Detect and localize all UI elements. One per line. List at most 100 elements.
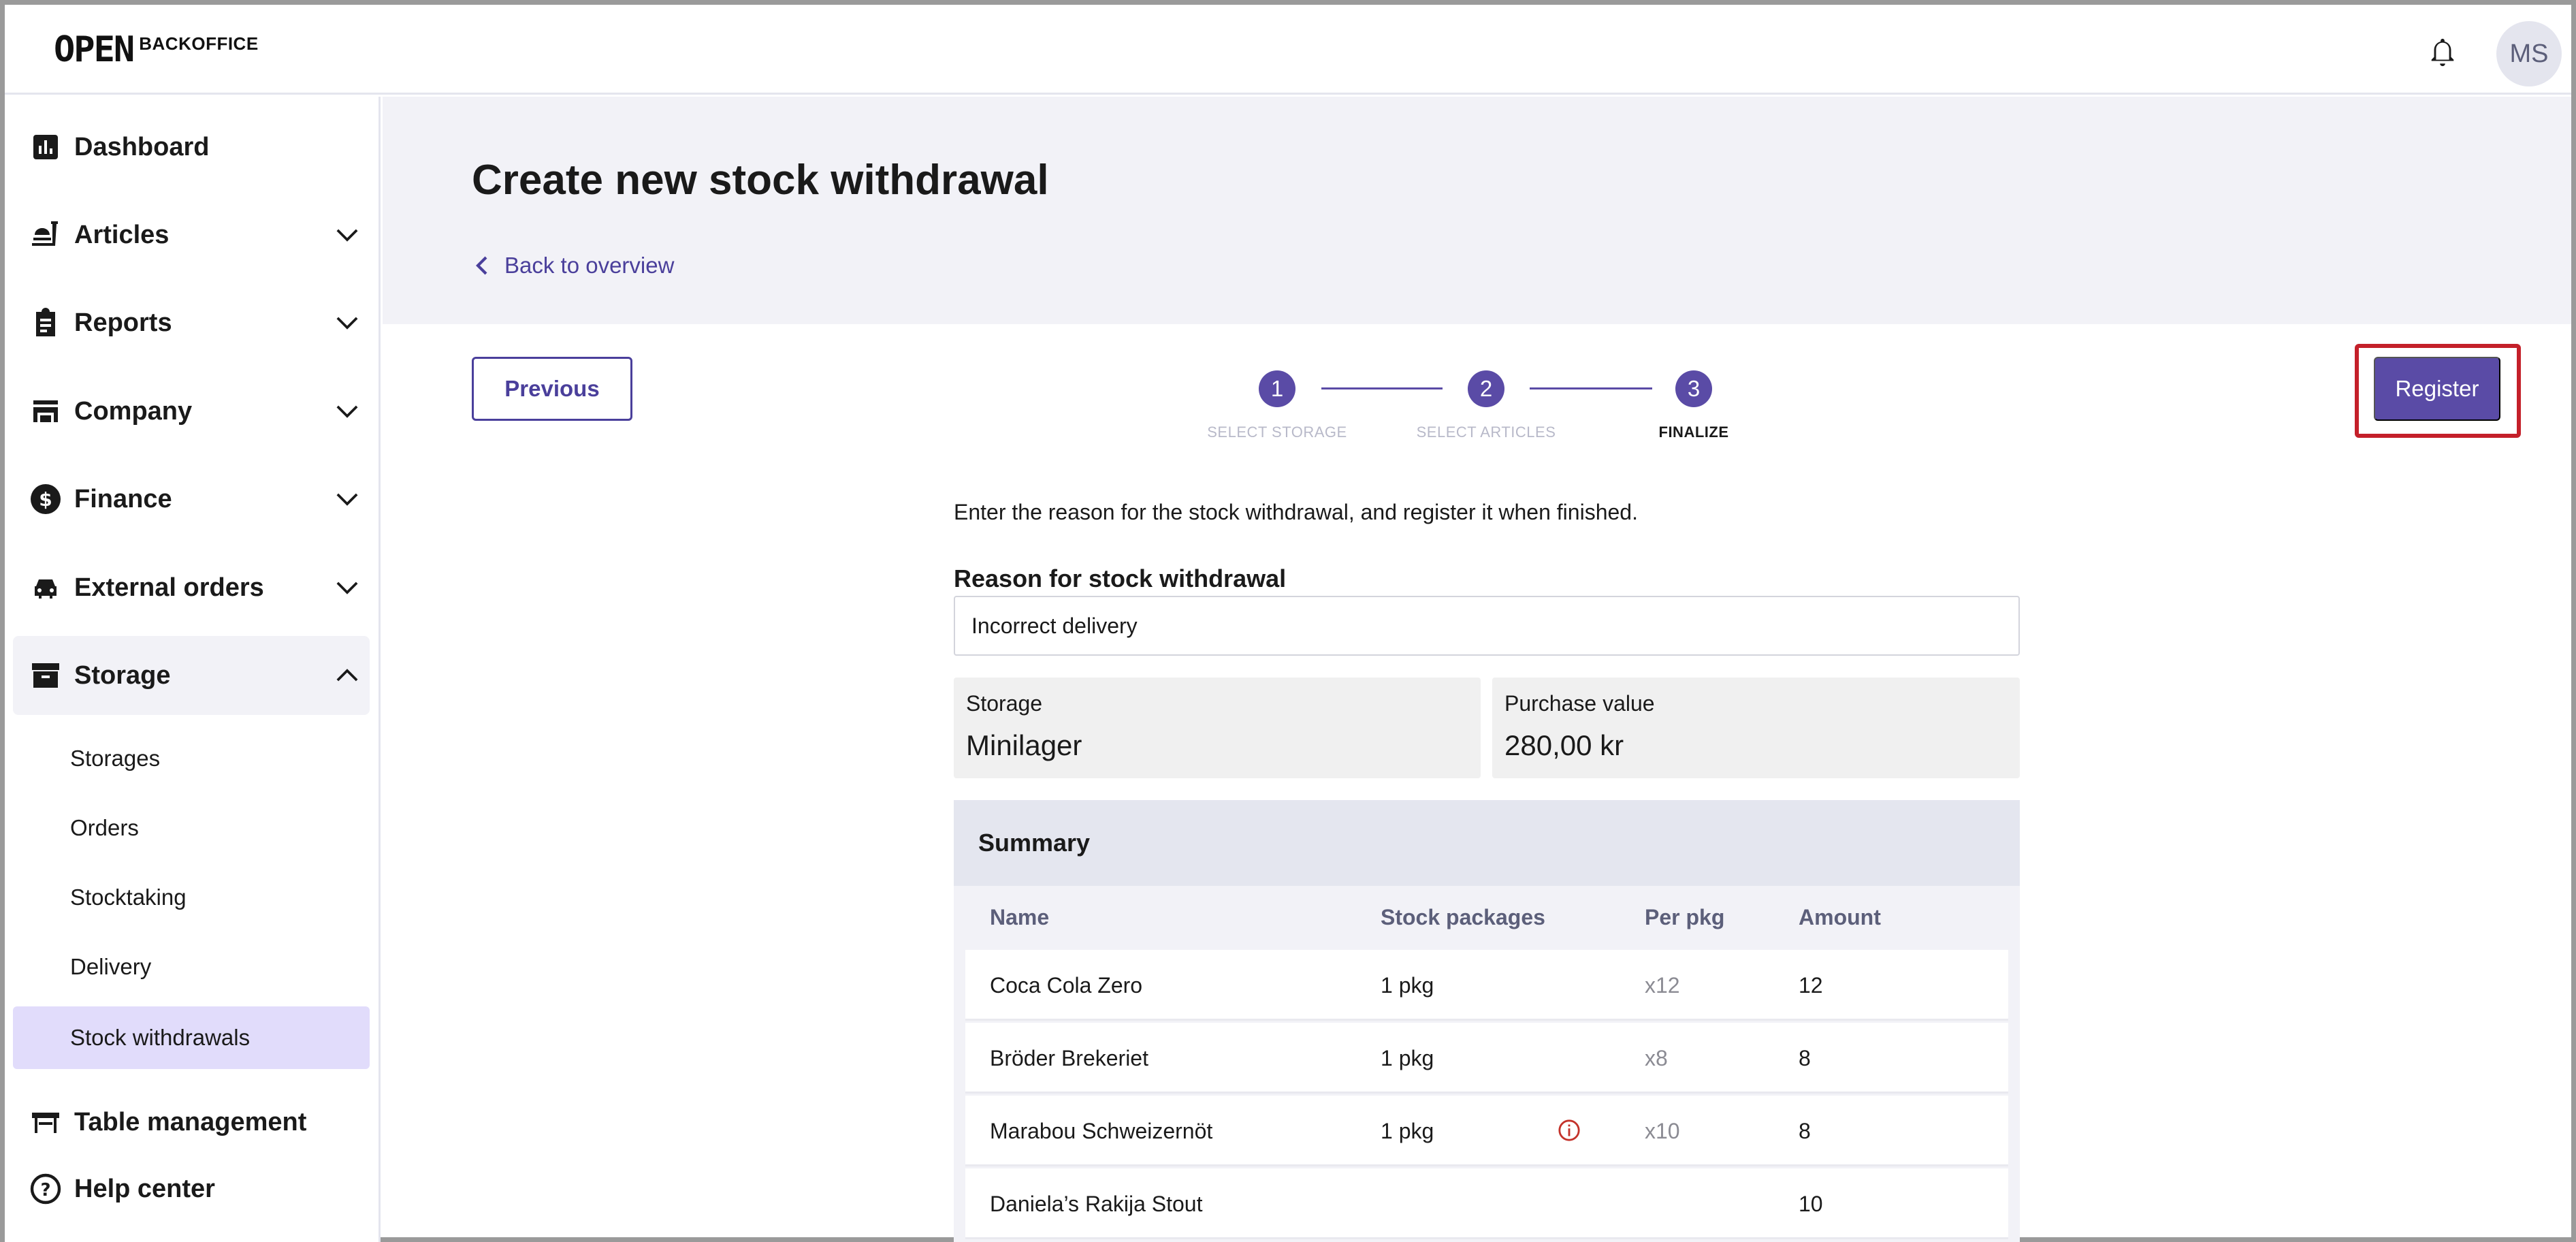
row-amount: 12 bbox=[1799, 973, 1823, 998]
register-highlight-box bbox=[2355, 344, 2521, 438]
column-header-stock-packages: Stock packages bbox=[1381, 905, 1545, 929]
column-header-name: Name bbox=[990, 905, 1050, 929]
car-icon bbox=[35, 579, 57, 599]
sidebar-item-label: Table management bbox=[74, 1107, 307, 1136]
sidebar-subitem-stock-withdrawals[interactable]: Stock withdrawals bbox=[13, 1006, 370, 1069]
summary-panel: Summary bbox=[954, 800, 2020, 1242]
chevron-left-icon bbox=[476, 256, 487, 275]
summary-header: Summary bbox=[954, 800, 2020, 886]
warning-icon[interactable] bbox=[1558, 1119, 1581, 1142]
step-connector bbox=[1321, 387, 1443, 389]
sidebar-item-finance[interactable]: $ Finance bbox=[13, 460, 370, 539]
row-amount: 8 bbox=[1799, 1046, 1811, 1070]
top-bar: OPEN BACKOFFICE MS bbox=[5, 5, 2571, 95]
row-amount: 10 bbox=[1799, 1192, 1823, 1216]
previous-button[interactable]: Previous bbox=[472, 357, 632, 421]
register-button[interactable]: Register bbox=[2374, 357, 2500, 421]
row-name: Daniela’s Rakija Stout bbox=[990, 1192, 1203, 1216]
summary-title: Summary bbox=[978, 829, 1091, 857]
logo-mark: OPEN bbox=[54, 29, 135, 70]
storage-value: Minilager bbox=[966, 729, 1082, 761]
store-icon bbox=[33, 400, 58, 422]
row-packages: 1 pkg bbox=[1381, 1046, 1434, 1070]
sidebar-item-label: Dashboard bbox=[74, 132, 210, 161]
step-3-label: FINALIZE bbox=[1658, 424, 1729, 441]
chevron-down-icon bbox=[336, 493, 358, 506]
sidebar-item-label: Finance bbox=[74, 484, 172, 513]
step-1-circle: 1 bbox=[1259, 370, 1295, 407]
chevron-down-icon bbox=[336, 582, 358, 594]
chart-icon bbox=[33, 135, 58, 159]
back-link-label: Back to overview bbox=[504, 253, 675, 278]
sidebar-item-dashboard[interactable]: Dashboard bbox=[13, 108, 370, 187]
row-per-pkg: x12 bbox=[1645, 973, 1680, 998]
archive-icon bbox=[32, 663, 59, 688]
step-connector bbox=[1530, 387, 1652, 389]
sidebar-item-help-center[interactable]: ? Help center bbox=[13, 1149, 370, 1228]
sidebar-item-storage[interactable]: Storage bbox=[13, 636, 370, 715]
reason-input[interactable] bbox=[954, 596, 2020, 656]
sidebar-item-reports[interactable]: Reports bbox=[13, 283, 370, 362]
purchase-value-amount: 280,00 kr bbox=[1504, 729, 1624, 761]
row-per-pkg: x10 bbox=[1645, 1119, 1680, 1143]
table-row: Daniela’s Rakija Stout 10 bbox=[965, 1168, 2008, 1239]
chevron-down-icon bbox=[336, 405, 358, 418]
column-header-amount: Amount bbox=[1799, 905, 1881, 929]
logo-subtitle: BACKOFFICE bbox=[139, 33, 259, 54]
sidebar-item-company[interactable]: Company bbox=[13, 372, 370, 451]
sidebar-subitem-storages[interactable]: Storages bbox=[13, 727, 370, 790]
row-per-pkg: x8 bbox=[1645, 1046, 1668, 1070]
clipboard-icon bbox=[36, 308, 55, 336]
bell-icon[interactable] bbox=[2427, 36, 2458, 70]
step-2-circle: 2 bbox=[1468, 370, 1504, 407]
sidebar-item-label: Help center bbox=[74, 1174, 215, 1203]
sidebar-subitem-stocktaking[interactable]: Stocktaking bbox=[13, 866, 370, 929]
app-logo[interactable]: OPEN BACKOFFICE bbox=[54, 31, 259, 69]
step-1-label: SELECT STORAGE bbox=[1207, 424, 1347, 441]
sidebar-subitem-label: Stock withdrawals bbox=[70, 1025, 251, 1050]
table-icon bbox=[32, 1113, 59, 1133]
step-2-label: SELECT ARTICLES bbox=[1416, 424, 1556, 441]
row-packages: 1 pkg bbox=[1381, 1119, 1434, 1143]
sidebar-subitem-label: Orders bbox=[70, 815, 139, 840]
row-name: Coca Cola Zero bbox=[990, 973, 1143, 998]
chevron-down-icon bbox=[336, 317, 358, 330]
svg-text:?: ? bbox=[40, 1180, 50, 1200]
help-icon: ? bbox=[30, 1173, 61, 1205]
sidebar-item-label: Company bbox=[74, 396, 193, 426]
table-row: Bröder Brekeriet 1 pkg x8 8 bbox=[965, 1023, 2008, 1094]
step-3-circle: 3 bbox=[1675, 370, 1712, 407]
table-row: Marabou Schweizernöt 1 pkg x10 8 bbox=[965, 1096, 2008, 1166]
food-icon bbox=[32, 221, 58, 246]
sidebar-subitem-label: Stocktaking bbox=[70, 885, 187, 910]
table-row: Coca Cola Zero 1 pkg x12 12 bbox=[965, 950, 2008, 1021]
sidebar-item-label: Articles bbox=[74, 220, 170, 249]
row-amount: 8 bbox=[1799, 1119, 1811, 1143]
sidebar-item-external-orders[interactable]: External orders bbox=[13, 548, 370, 627]
sidebar-item-label: External orders bbox=[74, 573, 264, 602]
page-header bbox=[383, 97, 2571, 324]
row-name: Bröder Brekeriet bbox=[990, 1046, 1148, 1070]
chevron-down-icon bbox=[336, 229, 358, 242]
dollar-icon: $ bbox=[31, 484, 61, 514]
purchase-value-label: Purchase value bbox=[1504, 691, 1655, 716]
back-to-overview-link[interactable]: Back to overview bbox=[474, 253, 674, 278]
sidebar-subitem-label: Storages bbox=[70, 746, 161, 771]
user-avatar[interactable]: MS bbox=[2496, 21, 2562, 86]
svg-text:$: $ bbox=[39, 488, 52, 511]
column-header-per-pkg: Per pkg bbox=[1645, 905, 1725, 929]
chevron-up-icon bbox=[336, 669, 358, 682]
sidebar-subitem-delivery[interactable]: Delivery bbox=[13, 936, 370, 998]
sidebar-item-label: Reports bbox=[74, 308, 172, 337]
purchase-value-box: Purchase value 280,00 kr bbox=[1492, 678, 2020, 778]
instructions-text: Enter the reason for the stock withdrawa… bbox=[954, 500, 1638, 524]
sidebar-item-articles[interactable]: Articles bbox=[13, 195, 370, 274]
row-packages: 1 pkg bbox=[1381, 973, 1434, 998]
row-name: Marabou Schweizernöt bbox=[990, 1119, 1213, 1143]
sidebar-subitem-orders[interactable]: Orders bbox=[13, 797, 370, 859]
sidebar-item-label: Storage bbox=[74, 660, 171, 690]
sidebar-item-table-management[interactable]: Table management bbox=[13, 1083, 370, 1162]
sidebar-subitem-label: Delivery bbox=[70, 954, 152, 979]
storage-label: Storage bbox=[966, 691, 1043, 716]
storage-info-box: Storage Minilager bbox=[954, 678, 1481, 778]
